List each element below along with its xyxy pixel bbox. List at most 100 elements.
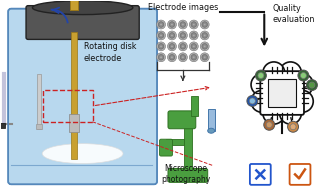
Bar — [208, 109, 215, 131]
Bar — [69, 114, 79, 132]
FancyBboxPatch shape — [260, 71, 304, 115]
Text: Quality
evaluation: Quality evaluation — [272, 4, 315, 24]
Circle shape — [180, 54, 186, 60]
Circle shape — [193, 56, 195, 58]
Circle shape — [202, 33, 207, 38]
Circle shape — [291, 74, 313, 96]
Bar — [36, 124, 42, 129]
Circle shape — [178, 31, 187, 40]
Circle shape — [169, 33, 175, 38]
FancyBboxPatch shape — [168, 168, 208, 182]
Circle shape — [178, 42, 187, 51]
Circle shape — [160, 23, 162, 26]
Circle shape — [202, 44, 207, 49]
Circle shape — [180, 33, 186, 38]
Circle shape — [263, 62, 285, 84]
Circle shape — [182, 34, 184, 37]
Circle shape — [169, 22, 175, 27]
Circle shape — [288, 121, 299, 132]
Circle shape — [290, 124, 296, 130]
Bar — [70, 0, 78, 10]
Bar — [43, 90, 93, 122]
Circle shape — [171, 56, 173, 58]
FancyBboxPatch shape — [8, 9, 157, 184]
Circle shape — [191, 54, 197, 60]
Text: Microscope
photography: Microscope photography — [161, 164, 210, 184]
Circle shape — [169, 44, 175, 49]
FancyBboxPatch shape — [250, 164, 271, 185]
Circle shape — [203, 56, 206, 58]
Circle shape — [171, 23, 173, 26]
Circle shape — [191, 44, 197, 49]
Circle shape — [291, 91, 313, 112]
Circle shape — [280, 102, 301, 124]
Circle shape — [160, 45, 162, 48]
Circle shape — [280, 62, 301, 84]
Circle shape — [200, 20, 209, 29]
Circle shape — [167, 31, 176, 40]
Circle shape — [189, 42, 198, 51]
Circle shape — [200, 42, 209, 51]
Circle shape — [203, 45, 206, 48]
Bar — [191, 96, 198, 116]
Circle shape — [300, 73, 306, 78]
Circle shape — [307, 80, 317, 91]
Circle shape — [203, 34, 206, 37]
Text: Rotating disk
electrode: Rotating disk electrode — [84, 42, 136, 63]
Circle shape — [202, 54, 207, 60]
Circle shape — [182, 56, 184, 58]
Circle shape — [189, 53, 198, 62]
Circle shape — [158, 44, 164, 49]
Bar — [166, 139, 184, 145]
Circle shape — [202, 22, 207, 27]
Circle shape — [266, 122, 272, 128]
Circle shape — [200, 31, 209, 40]
Circle shape — [189, 20, 198, 29]
Circle shape — [182, 23, 184, 26]
Circle shape — [180, 22, 186, 27]
Circle shape — [157, 20, 166, 29]
Circle shape — [158, 33, 164, 38]
Circle shape — [189, 31, 198, 40]
Circle shape — [169, 54, 175, 60]
Circle shape — [157, 31, 166, 40]
Circle shape — [157, 53, 166, 62]
Bar — [71, 33, 77, 159]
Circle shape — [167, 42, 176, 51]
Circle shape — [264, 119, 275, 130]
Ellipse shape — [208, 128, 215, 133]
Circle shape — [167, 20, 176, 29]
FancyBboxPatch shape — [290, 164, 310, 185]
Circle shape — [178, 20, 187, 29]
FancyBboxPatch shape — [26, 6, 139, 40]
Circle shape — [247, 95, 258, 106]
Circle shape — [178, 53, 187, 62]
Circle shape — [251, 74, 273, 96]
Circle shape — [263, 102, 285, 124]
Circle shape — [167, 53, 176, 62]
Circle shape — [298, 70, 309, 81]
FancyBboxPatch shape — [168, 111, 196, 129]
Circle shape — [193, 34, 195, 37]
Circle shape — [160, 56, 162, 58]
Circle shape — [258, 73, 264, 78]
Circle shape — [160, 34, 162, 37]
Circle shape — [182, 45, 184, 48]
Circle shape — [203, 23, 206, 26]
Ellipse shape — [42, 144, 123, 163]
Circle shape — [191, 22, 197, 27]
Bar — [0, 123, 5, 128]
Circle shape — [309, 82, 315, 88]
Text: Electrode images: Electrode images — [148, 3, 218, 12]
Circle shape — [158, 54, 164, 60]
Circle shape — [193, 23, 195, 26]
Circle shape — [193, 45, 195, 48]
Bar — [184, 121, 192, 170]
Circle shape — [256, 70, 266, 81]
Circle shape — [251, 91, 273, 112]
Circle shape — [180, 44, 186, 49]
FancyBboxPatch shape — [160, 139, 172, 156]
Circle shape — [157, 42, 166, 51]
Bar — [268, 79, 296, 107]
Ellipse shape — [32, 1, 133, 15]
